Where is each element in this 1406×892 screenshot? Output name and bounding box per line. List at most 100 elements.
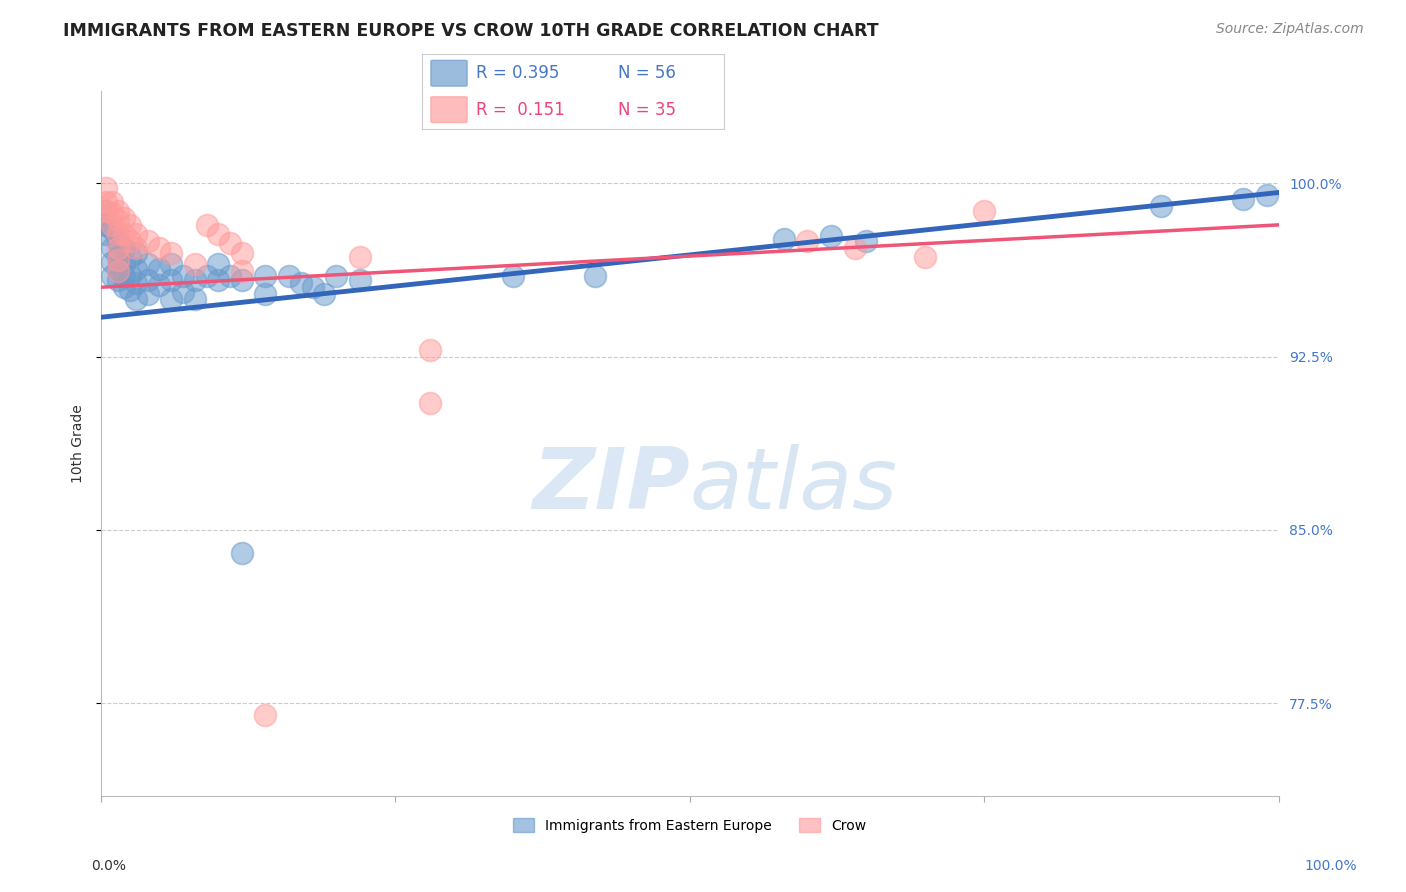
Point [112,241,135,255]
Point [96,181,118,195]
Text: ZIP: ZIP [531,444,689,527]
Point [96,227,118,241]
Point [844,241,866,255]
Point [583,268,606,283]
Point [325,268,347,283]
Point [96,204,118,219]
Point [219,268,242,283]
Point [112,227,135,241]
Point [502,268,524,283]
Point [207,257,229,271]
Point [112,257,135,271]
Point [160,245,183,260]
Point [112,280,135,294]
Point [118,218,141,232]
Point [349,273,371,287]
Point [207,273,229,287]
Point [855,234,877,248]
Point [107,204,129,219]
Point [118,250,141,264]
Point [1232,193,1254,207]
Text: Source: ZipAtlas.com: Source: ZipAtlas.com [1216,22,1364,37]
Point [219,236,242,251]
Point [107,241,129,255]
FancyBboxPatch shape [430,61,467,87]
Point [290,276,312,290]
FancyBboxPatch shape [430,96,467,122]
Point [136,257,159,271]
Point [160,292,183,306]
Text: atlas: atlas [689,444,897,527]
Point [101,206,124,220]
Text: 100.0%: 100.0% [1305,859,1357,872]
Point [136,234,159,248]
Point [231,245,253,260]
Point [820,229,842,244]
Point [314,287,336,301]
Point [101,222,124,236]
Point [207,227,229,241]
Point [107,264,129,278]
Point [101,218,124,232]
Point [96,204,118,219]
Y-axis label: 10th Grade: 10th Grade [72,404,86,483]
Point [184,257,207,271]
Point [172,268,194,283]
Point [1256,187,1278,202]
Point [101,268,124,283]
Text: N = 35: N = 35 [619,101,676,119]
Point [107,250,129,264]
Point [1150,199,1173,213]
Point [301,280,323,294]
Point [101,194,124,209]
Point [107,227,129,241]
Point [112,211,135,225]
Point [973,204,995,219]
Point [107,273,129,287]
Point [107,213,129,227]
Point [254,268,277,283]
Point [773,232,796,246]
Text: N = 56: N = 56 [619,64,676,82]
Point [125,261,148,276]
Point [112,268,135,283]
Point [101,255,124,269]
Point [160,273,183,287]
Point [254,707,277,722]
Point [125,241,148,255]
Point [231,264,253,278]
Point [160,257,183,271]
Text: IMMIGRANTS FROM EASTERN EUROPE VS CROW 10TH GRADE CORRELATION CHART: IMMIGRANTS FROM EASTERN EUROPE VS CROW 1… [63,22,879,40]
Point [125,292,148,306]
Point [107,252,129,267]
Point [231,273,253,287]
Point [195,268,218,283]
Legend: Immigrants from Eastern Europe, Crow: Immigrants from Eastern Europe, Crow [508,813,872,838]
Point [349,250,371,264]
Text: 0.0%: 0.0% [91,859,127,872]
Point [118,283,141,297]
Text: R =  0.151: R = 0.151 [477,101,565,119]
Point [125,245,148,260]
Point [96,218,118,232]
Point [136,273,159,287]
Point [125,227,148,241]
Point [184,292,207,306]
Point [419,396,441,410]
Point [125,276,148,290]
Point [796,234,818,248]
Point [419,343,441,357]
Point [254,287,277,301]
Point [914,250,936,264]
Point [118,268,141,283]
Point [278,268,301,283]
Point [231,546,253,560]
Point [101,241,124,255]
Point [118,234,141,248]
Point [96,194,118,209]
Point [107,234,129,248]
Point [107,261,129,276]
Point [136,287,159,301]
Point [148,261,170,276]
Point [172,285,194,299]
